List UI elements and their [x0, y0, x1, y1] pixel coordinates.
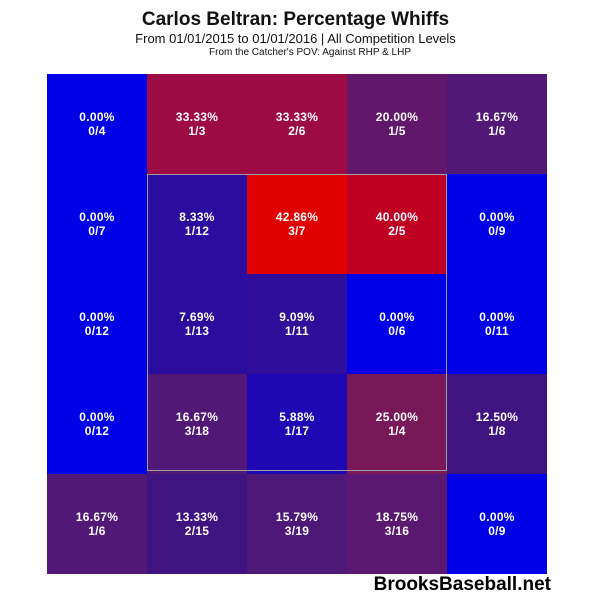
zone-cell-percentage: 9.09% — [279, 310, 315, 324]
zone-cell-percentage: 5.88% — [279, 410, 315, 424]
zone-cell-percentage: 13.33% — [175, 510, 219, 524]
zone-cell: 5.88% 1/17 — [247, 374, 347, 474]
zone-cell: 40.00% 2/5 — [347, 174, 447, 274]
zone-cell-count: 1/3 — [188, 124, 206, 138]
zone-cell: 0.00% 0/7 — [47, 174, 147, 274]
zone-cell-percentage: 42.86% — [275, 210, 319, 224]
zone-cell: 0.00% 0/12 — [47, 274, 147, 374]
zone-cell-percentage: 0.00% — [79, 110, 115, 124]
zone-cell: 18.75% 3/16 — [347, 474, 447, 574]
zone-cell: 0.00% 0/4 — [47, 74, 147, 174]
zone-cell-count: 2/6 — [288, 124, 306, 138]
zone-cell-count: 1/4 — [388, 424, 406, 438]
zone-cell-count: 0/4 — [88, 124, 106, 138]
zone-cell: 0.00% 0/11 — [447, 274, 547, 374]
zone-cell-percentage: 0.00% — [479, 210, 515, 224]
zone-cell-percentage: 16.67% — [475, 110, 519, 124]
zone-cell-percentage: 0.00% — [479, 510, 515, 524]
zone-cell-count: 1/11 — [285, 324, 309, 338]
zone-cell-count: 0/9 — [488, 524, 506, 538]
zone-cell: 0.00% 0/9 — [447, 174, 547, 274]
zone-cell-percentage: 0.00% — [379, 310, 415, 324]
zone-cell: 0.00% 0/6 — [347, 274, 447, 374]
zone-cell-percentage: 25.00% — [375, 410, 419, 424]
zone-cell: 16.67% 3/18 — [147, 374, 247, 474]
zone-cell-percentage: 8.33% — [179, 210, 215, 224]
zone-cell-percentage: 7.69% — [179, 310, 215, 324]
zone-heatmap: 0.00% 0/4 33.33% 1/3 33.33% 2/6 20.00% 1/5 16.67… — [47, 74, 547, 574]
zone-cell-count: 0/12 — [84, 324, 110, 338]
zone-cell-count: 2/15 — [184, 524, 210, 538]
zone-cell-count: 0/9 — [488, 224, 506, 238]
zone-cell-count: 3/16 — [384, 524, 410, 538]
watermark: BrooksBaseball.net — [373, 574, 551, 595]
zone-cell-count: 0/6 — [388, 324, 406, 338]
zone-cell: 16.67% 1/6 — [447, 74, 547, 174]
zone-cell-count: 1/6 — [488, 124, 506, 138]
zone-cell-percentage: 20.00% — [375, 110, 419, 124]
zone-cell: 33.33% 1/3 — [147, 74, 247, 174]
zone-cell-count: 2/5 — [388, 224, 406, 238]
zone-cell: 20.00% 1/5 — [347, 74, 447, 174]
zone-cell: 0.00% 0/9 — [447, 474, 547, 574]
zone-cell-percentage: 16.67% — [75, 510, 119, 524]
zone-cell-count: 1/12 — [184, 224, 210, 238]
zone-cell: 42.86% 3/7 — [247, 174, 347, 274]
zone-cell-count: 3/19 — [284, 524, 310, 538]
zone-cell-percentage: 40.00% — [375, 210, 419, 224]
chart-subtitle: From 01/01/2015 to 01/01/2016 | All Comp… — [135, 31, 456, 46]
zone-cell-count: 1/13 — [184, 324, 210, 338]
zone-cell-count: 1/5 — [388, 124, 406, 138]
zone-cell-count: 3/18 — [184, 424, 210, 438]
zone-cell: 25.00% 1/4 — [347, 374, 447, 474]
zone-cell-count: 1/6 — [88, 524, 106, 538]
zone-cell-percentage: 18.75% — [375, 510, 419, 524]
zone-cell-percentage: 0.00% — [79, 410, 115, 424]
zone-cell-percentage: 15.79% — [275, 510, 319, 524]
zone-cell: 7.69% 1/13 — [147, 274, 247, 374]
zone-cell-count: 0/12 — [84, 424, 110, 438]
zone-cell: 16.67% 1/6 — [47, 474, 147, 574]
zone-cell-count: 0/7 — [88, 224, 106, 238]
zone-cell-percentage: 0.00% — [79, 310, 115, 324]
zone-cell: 12.50% 1/8 — [447, 374, 547, 474]
zone-cell-percentage: 12.50% — [475, 410, 519, 424]
zone-cell-percentage: 0.00% — [479, 310, 515, 324]
zone-cell: 8.33% 1/12 — [147, 174, 247, 274]
zone-cell-percentage: 0.00% — [79, 210, 115, 224]
zone-cell: 15.79% 3/19 — [247, 474, 347, 574]
chart-note: From the Catcher's POV: Against RHP & LH… — [209, 47, 411, 58]
zone-cell-percentage: 33.33% — [175, 110, 219, 124]
zone-cell-count: 3/7 — [288, 224, 306, 238]
zone-cell: 13.33% 2/15 — [147, 474, 247, 574]
chart-title: Carlos Beltran: Percentage Whiffs — [141, 9, 450, 30]
zone-cell: 33.33% 2/6 — [247, 74, 347, 174]
zone-cell-percentage: 16.67% — [175, 410, 219, 424]
zone-cell-count: 0/11 — [485, 324, 509, 338]
zone-cell-count: 1/8 — [488, 424, 506, 438]
zone-cell: 0.00% 0/12 — [47, 374, 147, 474]
zone-cell-count: 1/17 — [284, 424, 310, 438]
zone-cell-percentage: 33.33% — [275, 110, 319, 124]
zone-cell: 9.09% 1/11 — [247, 274, 347, 374]
